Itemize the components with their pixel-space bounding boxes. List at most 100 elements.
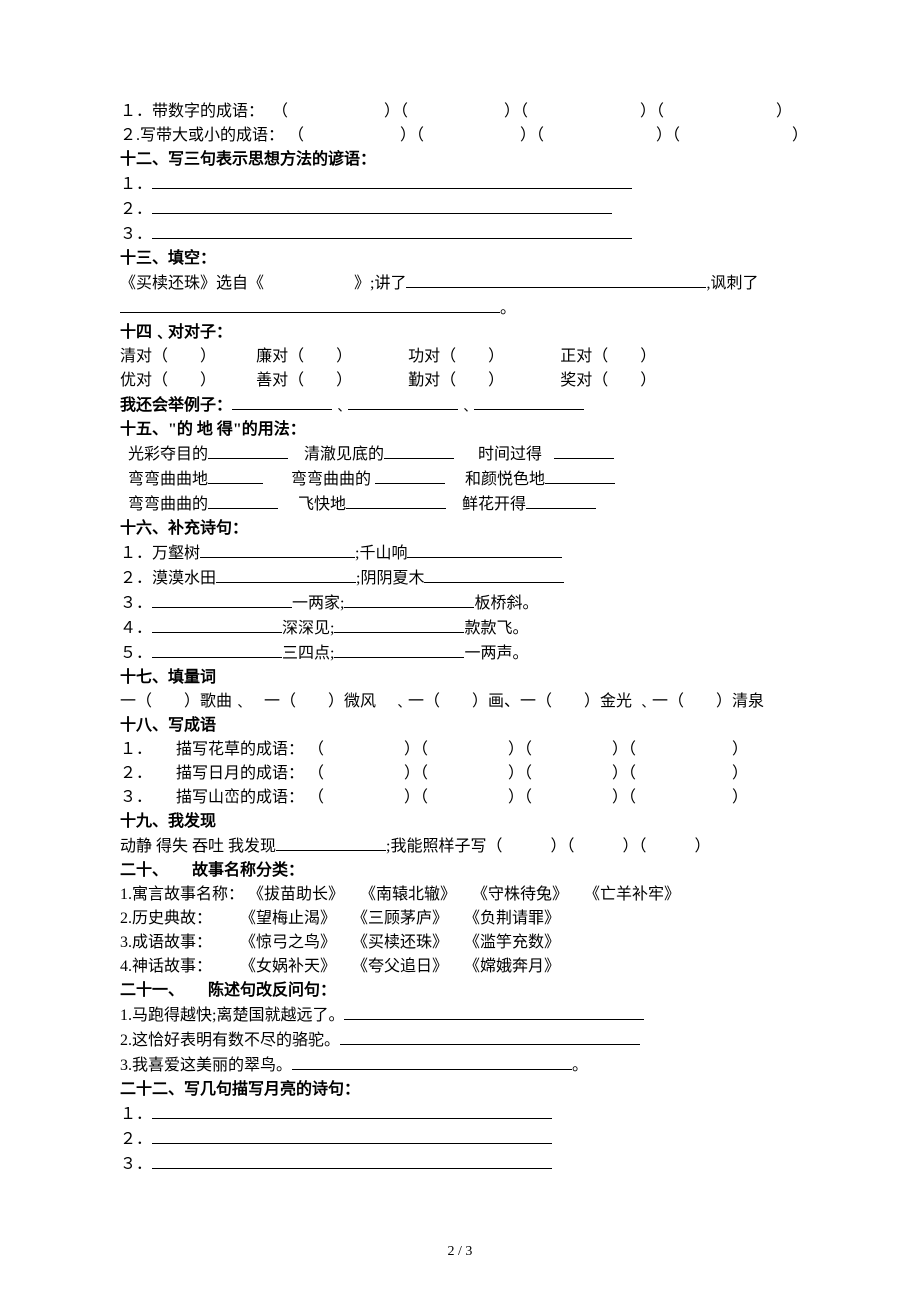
q15-l1c: 时间过得 bbox=[478, 446, 542, 463]
q22-heading: 二十二、写几句描写月亮的诗句： bbox=[120, 1078, 810, 1102]
q16-line1: １．万壑树;千山响 bbox=[120, 541, 810, 566]
q14-exb1 bbox=[232, 393, 332, 410]
q16-line5: ５．三四点;一两声。 bbox=[120, 641, 810, 666]
q15-b2 bbox=[384, 442, 454, 459]
q21-b3 bbox=[292, 1053, 572, 1070]
q16-b2 bbox=[407, 541, 562, 558]
q14-extra: 我还会举例子：﹑﹑ bbox=[120, 393, 810, 418]
q13-blank1 bbox=[406, 271, 706, 288]
q16-line4: ４． 深深见; 款款飞。 bbox=[120, 616, 810, 641]
q16-l3b: 一两家; bbox=[292, 595, 344, 612]
q16-line3: ３． 一两家; 板桥斜。 bbox=[120, 591, 810, 616]
q12-n3: ３． bbox=[120, 226, 152, 243]
q15-l1b: 清澈见底的 bbox=[304, 446, 384, 463]
q20-line2: 2.历史典故： 《望梅止渴》 《三顾茅庐》 《负荆请罪》 bbox=[120, 907, 810, 931]
q17-body: 一（ ）歌曲﹑ 一（ ）微风 ﹑一（ ）画、一（ ）金光 ﹑一（ ）清泉 bbox=[120, 690, 810, 714]
q16-b7 bbox=[152, 616, 282, 633]
q21-l3: 3.我喜爱这美丽的翠鸟。 bbox=[120, 1057, 292, 1074]
q20-line1: 1.寓言故事名称： 《拔苗助长》 《南辕北辙》 《守株待兔》 《亡羊补牢》 bbox=[120, 883, 810, 907]
q19-line: 动静 得失 吞吐 我发现 ;我能照样子写（ ）（ ）（ ） bbox=[120, 834, 810, 859]
q18-l2: ２． 描写日月的成语： bbox=[120, 765, 304, 782]
q13-blank2 bbox=[120, 296, 500, 313]
q19-heading: 十九、我发现 bbox=[120, 810, 810, 834]
q18-l3: ３． 描写山峦的成语： bbox=[120, 789, 304, 806]
q14-extra-pre: 我还会举例子： bbox=[120, 397, 232, 414]
q16-b10 bbox=[334, 641, 464, 658]
q13-end2: 。 bbox=[500, 300, 516, 317]
q13-line2: 。 bbox=[120, 296, 810, 321]
q15-l3b: 飞快地 bbox=[298, 496, 346, 513]
q19-mid: ;我能照样子写（ ）（ ）（ ） bbox=[386, 838, 710, 855]
q15-b1 bbox=[208, 442, 288, 459]
q18-heading: 十八、写成语 bbox=[120, 714, 810, 738]
q16-l1a: １．万壑树 bbox=[120, 545, 200, 562]
q16-l5a: ５． bbox=[120, 645, 152, 662]
q11-line2: ２.写带大或小的成语： （ ）（ ）（ ）（ ） bbox=[120, 124, 810, 148]
q22-n2: ２． bbox=[120, 1131, 152, 1148]
q22-n1: １． bbox=[120, 1106, 152, 1123]
q14-sep1: ﹑ bbox=[332, 397, 348, 414]
q19-pre: 动静 得失 吞吐 我发现 bbox=[120, 838, 276, 855]
q12-line2: ２． bbox=[120, 197, 810, 222]
q16-b3 bbox=[216, 566, 356, 583]
q12-blank3 bbox=[152, 222, 632, 239]
q15-l3a: 弯弯曲曲的 bbox=[128, 496, 208, 513]
q16-l5c: 一两声。 bbox=[464, 645, 528, 662]
q14-l2d: ） bbox=[336, 372, 344, 389]
q16-l2a: ２．漠漠水田 bbox=[120, 570, 216, 587]
q14-l1g: 正对（ bbox=[560, 348, 608, 365]
q17-heading: 十七、填量词 bbox=[120, 666, 810, 690]
q13-mid1: 》;讲了 bbox=[354, 275, 406, 292]
q11-line1: １．带数字的成语： （ ）（ ）（ ）（ ） bbox=[120, 100, 810, 124]
q14-l2c: 善对（ bbox=[256, 372, 304, 389]
q18-line2: ２． 描写日月的成语： （ ）（ ）（ ）（ ） bbox=[120, 762, 810, 786]
q16-b9 bbox=[152, 641, 282, 658]
q16-l3c: 板桥斜。 bbox=[474, 595, 538, 612]
q16-l4b: 深深见; bbox=[282, 620, 334, 637]
q14-line1: 清对（ ） 廉对（ ） 功对（ ） 正对（ ） bbox=[120, 345, 810, 369]
q16-l4c: 款款飞。 bbox=[464, 620, 528, 637]
page-content: １．带数字的成语： （ ）（ ）（ ）（ ） ２.写带大或小的成语： （ ）（ … bbox=[0, 0, 920, 1302]
q15-b3 bbox=[554, 442, 614, 459]
q14-exb2 bbox=[348, 393, 458, 410]
q12-n2: ２． bbox=[120, 201, 152, 218]
q15-line1: 光彩夺目的 清澈见底的 时间过得 bbox=[120, 442, 810, 467]
q14-l1e: 功对（ bbox=[408, 348, 456, 365]
q18-l1: １． 描写花草的成语： bbox=[120, 741, 304, 758]
q16-line2: ２．漠漠水田 ;阴阴夏木 bbox=[120, 566, 810, 591]
q16-l3a: ３． bbox=[120, 595, 152, 612]
q16-b8 bbox=[334, 616, 464, 633]
q19-blank bbox=[276, 834, 386, 851]
q14-l2b: ） bbox=[200, 372, 208, 389]
q18-line3: ３． 描写山峦的成语： （ ）（ ）（ ）（ ） bbox=[120, 786, 810, 810]
q13-heading: 十三、填空： bbox=[120, 247, 810, 271]
q16-b5 bbox=[152, 591, 292, 608]
q14-l1d: ） bbox=[336, 348, 344, 365]
q12-line1: １． bbox=[120, 172, 810, 197]
q22-b3 bbox=[152, 1152, 552, 1169]
q15-line2: 弯弯曲曲地 弯弯曲曲的 和颜悦色地 bbox=[120, 467, 810, 492]
q13-pre1: 《买椟还珠》选自《 bbox=[120, 275, 264, 292]
q16-l4a: ４． bbox=[120, 620, 152, 637]
q13-end1: ,讽刺了 bbox=[706, 275, 758, 292]
q14-l1h: ） bbox=[640, 348, 656, 365]
q22-b2 bbox=[152, 1127, 552, 1144]
q22-line3: ３． bbox=[120, 1152, 810, 1177]
q21-line3: 3.我喜爱这美丽的翠鸟。。 bbox=[120, 1053, 810, 1078]
q21-b2 bbox=[340, 1028, 640, 1045]
q14-l2h: ） bbox=[640, 372, 656, 389]
q15-l2a: 弯弯曲曲地 bbox=[128, 471, 208, 488]
q15-b9 bbox=[526, 492, 596, 509]
q15-b4 bbox=[208, 467, 263, 484]
q15-line3: 弯弯曲曲的 飞快地 鲜花开得 bbox=[120, 492, 810, 517]
q15-heading: 十五、"的 地 得"的用法： bbox=[120, 418, 810, 442]
q16-l2b: ;阴阴夏木 bbox=[356, 570, 424, 587]
q22-line1: １． bbox=[120, 1102, 810, 1127]
q14-l2e: 勤对（ bbox=[408, 372, 456, 389]
q20-line4: 4.神话故事： 《女娲补天》 《夸父追日》 《嫦娥奔月》 bbox=[120, 955, 810, 979]
q14-l1a: 清对（ bbox=[120, 348, 168, 365]
q14-l2f: ） bbox=[488, 372, 496, 389]
q15-b6 bbox=[545, 467, 615, 484]
q20-heading: 二十、 故事名称分类： bbox=[120, 859, 810, 883]
q15-b7 bbox=[208, 492, 278, 509]
